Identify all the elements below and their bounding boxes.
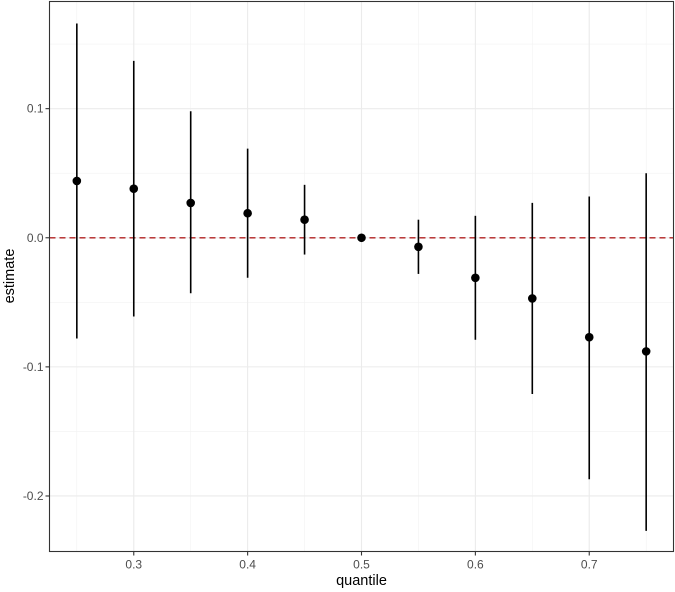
y-axis-ticks: -0.2 -0.1 0.0 0.1: [23, 102, 50, 503]
point-estimate: [641, 347, 651, 356]
point-estimate: [72, 176, 82, 186]
x-axis-ticks: 0.3 0.4 0.5 0.6 0.7: [125, 551, 598, 572]
point-estimate: [471, 273, 480, 283]
point-estimate: [414, 242, 423, 252]
point-estimate: [243, 208, 252, 218]
x-tick-label: 0.4: [239, 558, 256, 572]
point-estimate: [129, 184, 139, 194]
x-tick-label: 0.5: [353, 558, 370, 572]
point-estimate: [528, 294, 537, 303]
point-estimates: [72, 176, 651, 356]
x-tick-label: 0.6: [467, 558, 484, 572]
point-estimate: [186, 198, 195, 208]
x-tick-label: 0.3: [125, 558, 142, 572]
point-estimate: [300, 215, 309, 224]
y-tick-label: -0.1: [23, 360, 44, 374]
y-tick-label: 0.0: [27, 231, 44, 245]
x-axis-title: quantile: [336, 573, 387, 589]
y-tick-label: 0.1: [27, 102, 44, 116]
x-tick-label: 0.7: [581, 558, 598, 572]
point-estimate: [584, 332, 594, 342]
point-estimate: [357, 233, 366, 243]
y-tick-label: -0.2: [23, 489, 44, 503]
y-axis-title: estimate: [2, 249, 18, 304]
